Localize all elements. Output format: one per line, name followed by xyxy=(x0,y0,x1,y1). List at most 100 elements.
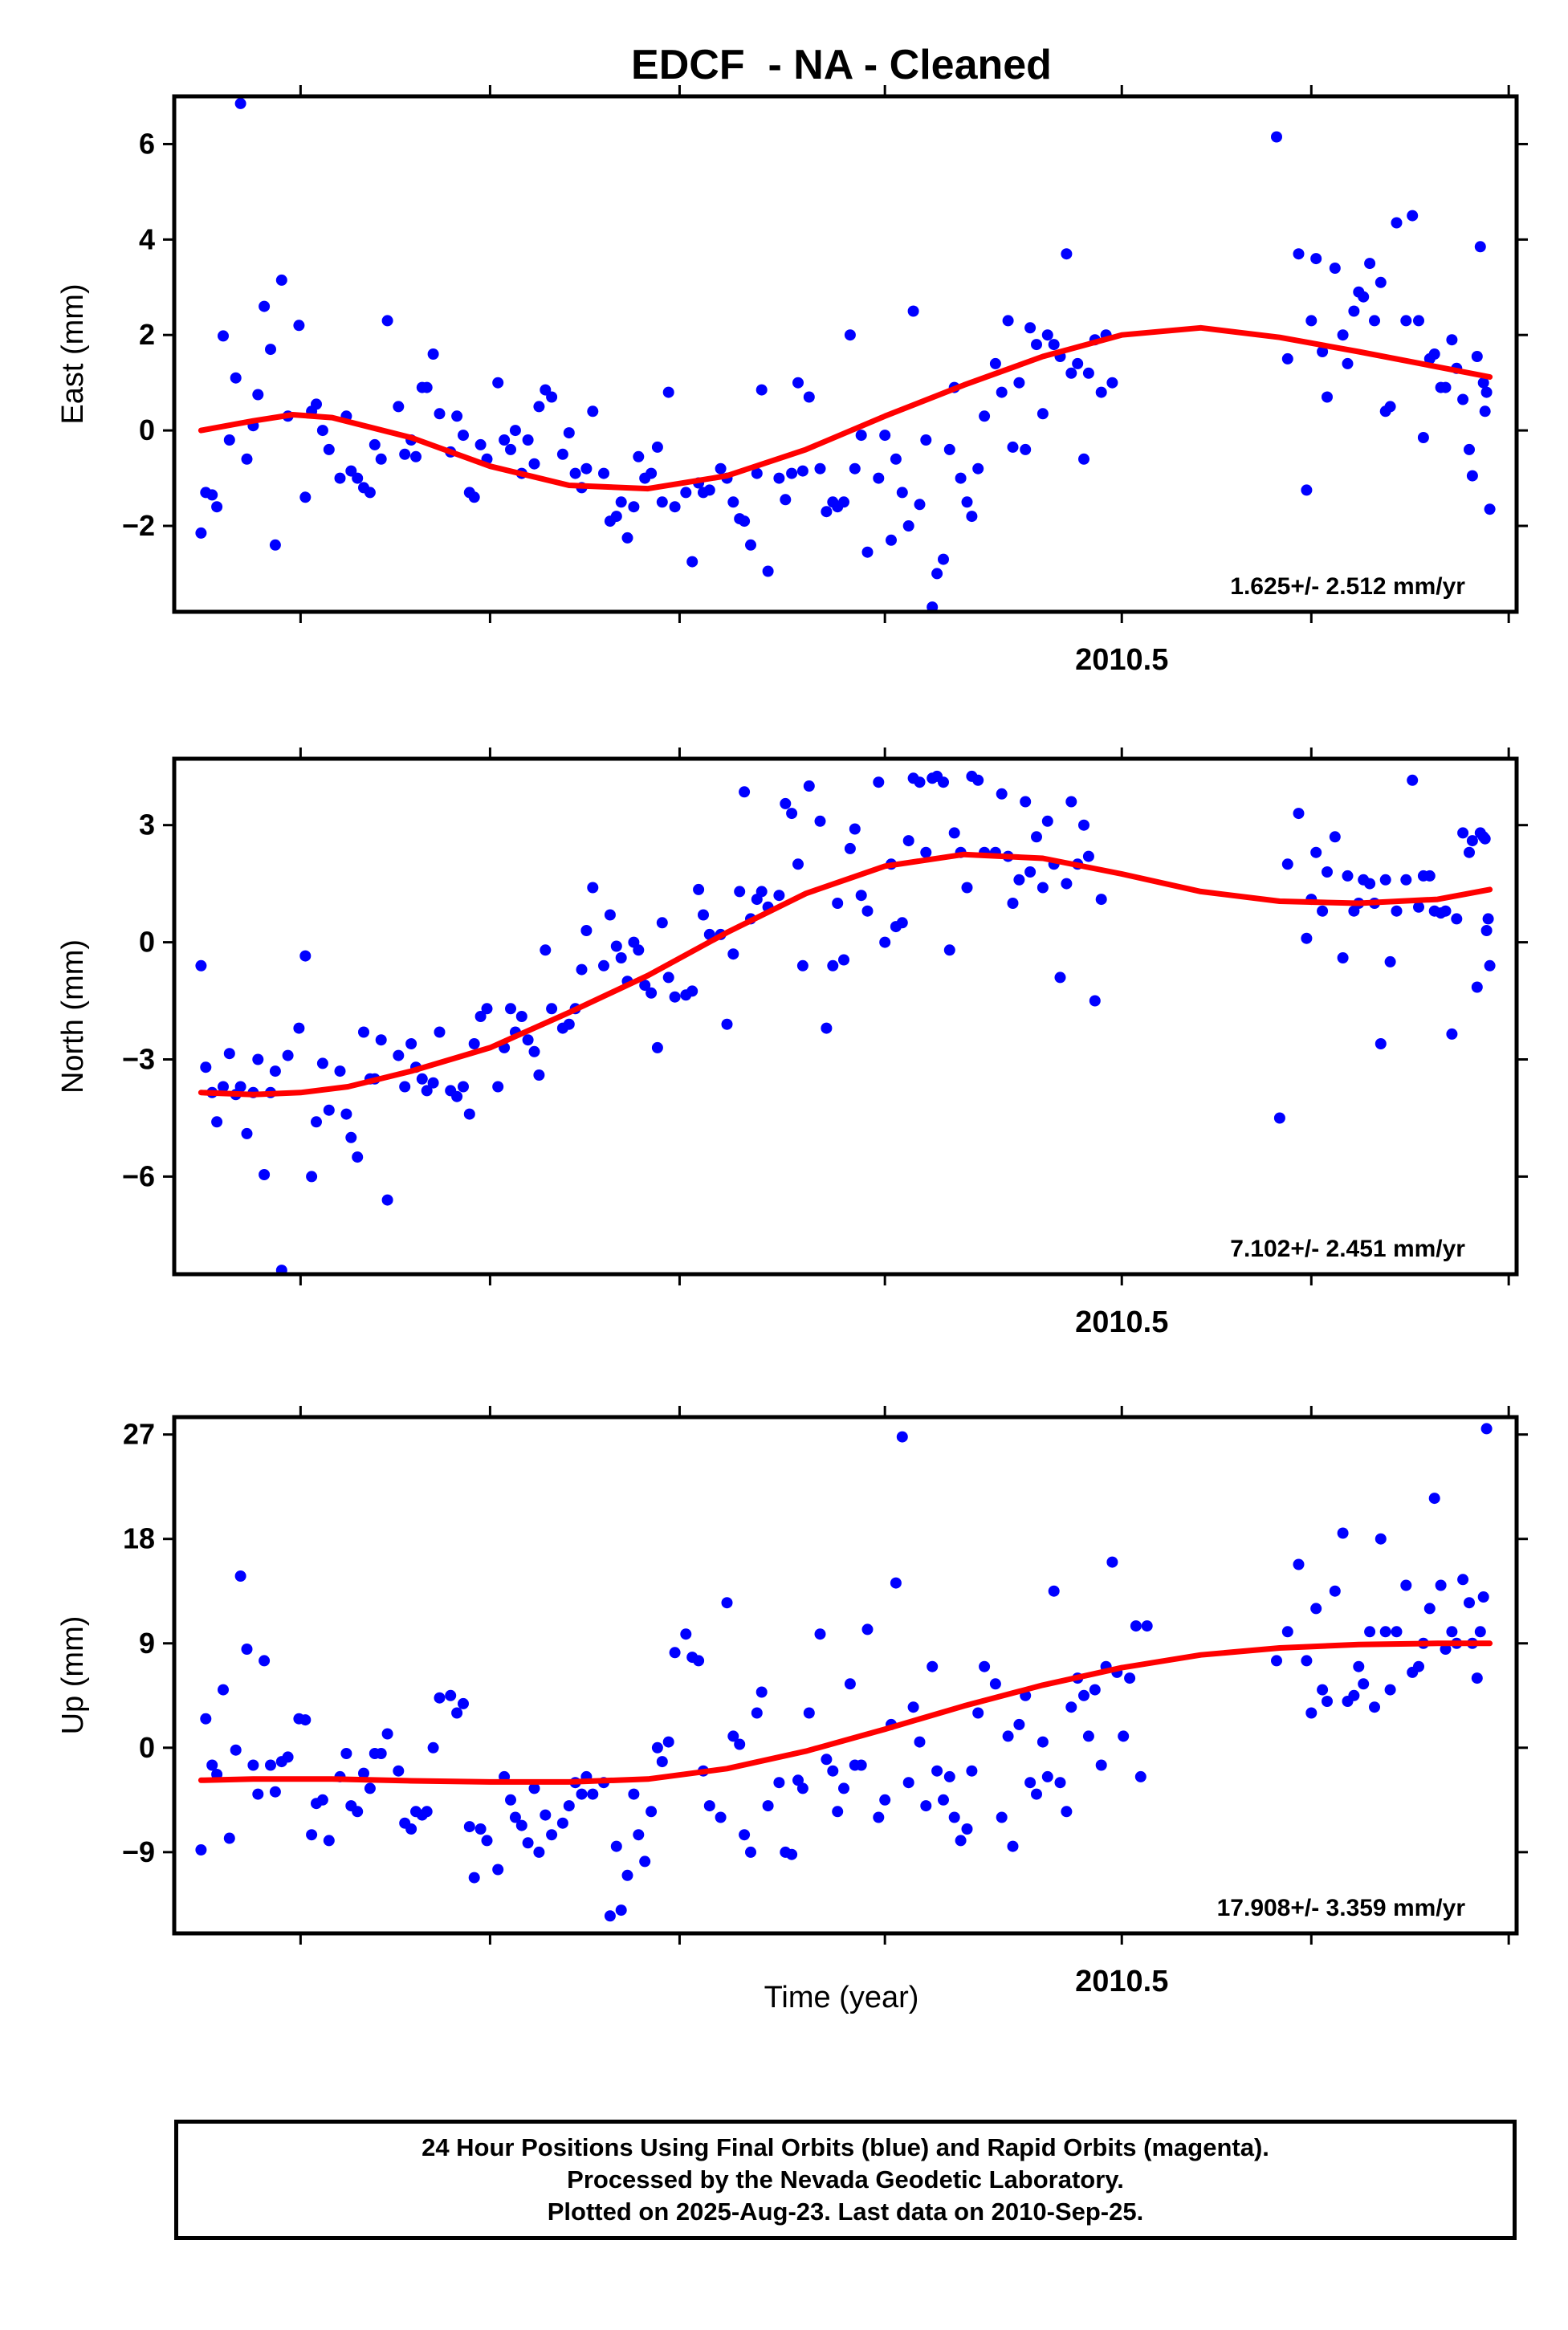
data-point xyxy=(745,539,756,551)
data-point xyxy=(1281,858,1293,870)
data-point xyxy=(218,1081,229,1093)
y-tick-label: 0 xyxy=(139,413,155,446)
data-point xyxy=(451,1707,463,1719)
data-point xyxy=(259,300,271,312)
data-point xyxy=(1480,1423,1493,1435)
data-point xyxy=(1013,1718,1025,1730)
data-point xyxy=(755,1686,768,1698)
data-point xyxy=(745,1846,756,1858)
data-point xyxy=(352,1151,364,1163)
data-point xyxy=(1293,248,1305,260)
data-point xyxy=(1020,443,1032,455)
data-point xyxy=(927,601,939,612)
x-tick-label: 2010.5 xyxy=(1075,643,1168,677)
data-point xyxy=(474,1823,487,1835)
y-tick-label: 6 xyxy=(139,127,155,160)
data-point xyxy=(1322,1696,1333,1707)
data-point xyxy=(1310,1603,1322,1615)
data-point xyxy=(1054,1777,1066,1789)
data-point xyxy=(1317,1684,1329,1696)
data-point xyxy=(375,1748,387,1759)
data-point xyxy=(838,954,849,966)
y-tick-label: 4 xyxy=(139,222,155,255)
data-point xyxy=(890,453,902,465)
data-point xyxy=(693,883,705,895)
data-point xyxy=(1301,484,1313,496)
data-point xyxy=(306,1829,318,1841)
data-point xyxy=(1089,1684,1101,1696)
data-point xyxy=(1464,443,1475,455)
data-point xyxy=(651,1041,663,1053)
data-point xyxy=(948,1811,960,1823)
data-point xyxy=(1379,874,1391,886)
data-point xyxy=(861,905,874,917)
data-point xyxy=(533,401,545,413)
data-points xyxy=(195,97,1496,612)
data-point xyxy=(1337,1527,1349,1539)
data-point xyxy=(1065,796,1077,808)
data-point xyxy=(796,1782,808,1794)
data-point xyxy=(598,959,609,972)
data-point xyxy=(879,936,891,948)
data-point xyxy=(399,1081,411,1093)
data-point xyxy=(996,1811,1008,1823)
data-point xyxy=(1417,432,1429,443)
data-point xyxy=(1317,905,1329,917)
data-point xyxy=(656,917,668,929)
data-point xyxy=(1065,1701,1077,1713)
data-point xyxy=(1271,1655,1282,1667)
data-point xyxy=(1106,377,1118,389)
data-point xyxy=(1061,248,1073,260)
y-tick-label: 3 xyxy=(139,809,155,841)
footer-line-3: Plotted on 2025-Aug-23. Last data on 201… xyxy=(547,2198,1144,2226)
data-point xyxy=(1471,1672,1483,1684)
data-point xyxy=(522,434,534,446)
data-point xyxy=(961,1823,973,1835)
fit-curve xyxy=(198,1640,1493,1785)
data-point xyxy=(492,1081,504,1093)
data-point xyxy=(1048,1585,1060,1597)
data-point xyxy=(827,959,839,972)
data-point xyxy=(200,1061,212,1073)
data-point xyxy=(533,1846,545,1858)
data-point xyxy=(838,1782,849,1794)
data-point xyxy=(375,453,387,465)
plot-frame xyxy=(172,756,1519,1277)
data-point xyxy=(907,305,919,317)
y-tick-label: 0 xyxy=(139,926,155,959)
data-point xyxy=(505,443,516,455)
data-point xyxy=(474,438,487,450)
data-point xyxy=(1013,874,1025,886)
data-point xyxy=(241,1127,253,1139)
data-point xyxy=(576,963,588,976)
data-point xyxy=(792,377,804,389)
data-point xyxy=(656,496,668,508)
data-point xyxy=(445,1689,457,1701)
data-point xyxy=(1041,329,1053,341)
data-point xyxy=(1024,866,1037,878)
data-point xyxy=(1348,305,1360,317)
panels: −2 0 2 4 6 2010.5 East (mm) 1.625+/- 2.512 mm/y… xyxy=(56,85,1528,1998)
data-point xyxy=(1379,1626,1391,1638)
data-point xyxy=(844,842,856,854)
data-point xyxy=(803,780,815,792)
y-tick-label: 27 xyxy=(123,1418,155,1451)
data-point xyxy=(533,1069,545,1081)
data-point xyxy=(1082,850,1094,862)
data-point xyxy=(1031,831,1042,843)
data-point xyxy=(961,882,973,894)
data-point xyxy=(662,1736,674,1748)
data-point xyxy=(275,274,287,286)
data-point xyxy=(1484,503,1496,515)
data-point xyxy=(1369,1701,1380,1713)
data-point xyxy=(1061,878,1073,890)
data-point xyxy=(364,487,376,499)
data-point xyxy=(633,450,645,462)
data-point xyxy=(1024,1777,1037,1789)
data-point xyxy=(796,959,808,972)
data-point xyxy=(528,458,540,470)
data-point xyxy=(405,1823,417,1835)
data-point xyxy=(931,1765,943,1777)
data-point xyxy=(1342,357,1354,369)
